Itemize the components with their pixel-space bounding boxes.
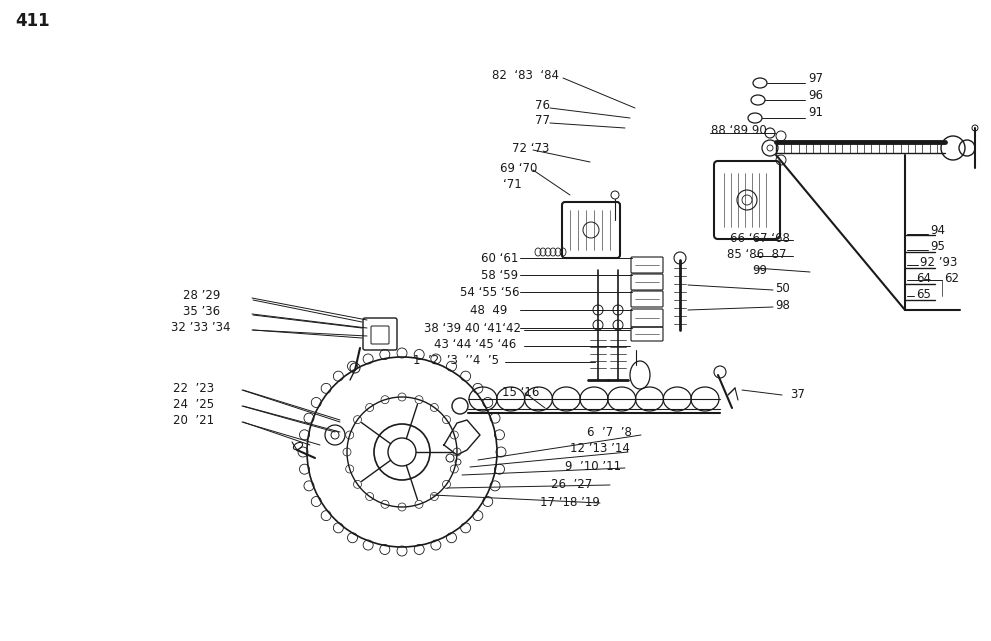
Text: 54 ‘55 ‘56: 54 ‘55 ‘56 (460, 285, 519, 299)
Text: 95: 95 (930, 240, 944, 253)
Text: 22  ’23: 22 ’23 (173, 381, 214, 394)
Text: 69 ‘70: 69 ‘70 (500, 162, 537, 174)
Text: 99: 99 (752, 263, 767, 276)
Text: 12 ’13 ’14: 12 ’13 ’14 (570, 442, 630, 456)
Text: 1  ’2  ’3  ’’4  ’5: 1 ’2 ’3 ’’4 ’5 (413, 353, 499, 367)
Text: 17 ’18 ’19: 17 ’18 ’19 (540, 495, 600, 508)
Text: 88 ‘89 90: 88 ‘89 90 (711, 124, 767, 137)
Text: 62: 62 (944, 272, 959, 285)
Text: 37: 37 (790, 388, 805, 401)
Text: 76: 76 (535, 99, 550, 112)
Text: 48  49: 48 49 (470, 303, 507, 317)
Text: 60 ‘61: 60 ‘61 (481, 251, 518, 265)
Text: 24  ’25: 24 ’25 (173, 397, 214, 410)
Text: 96: 96 (808, 88, 823, 101)
Text: 32 ’33 ’34: 32 ’33 ’34 (171, 320, 231, 333)
Text: 43 ‘44 ‘45 ‘46: 43 ‘44 ‘45 ‘46 (434, 338, 516, 351)
Text: 35 ’36: 35 ’36 (183, 304, 220, 317)
Text: 6  ’7  ’8: 6 ’7 ’8 (587, 426, 632, 438)
Text: 38 ‘39 40 ‘41‘42: 38 ‘39 40 ‘41‘42 (424, 322, 521, 335)
Text: 91: 91 (808, 106, 823, 119)
Text: 65: 65 (916, 288, 931, 301)
Text: 85 ‘86  87: 85 ‘86 87 (727, 247, 787, 260)
Text: 28 ’29: 28 ’29 (183, 288, 220, 301)
Text: 97: 97 (808, 72, 823, 85)
Text: 72 ‘73: 72 ‘73 (512, 142, 549, 154)
Text: ‘71: ‘71 (503, 178, 521, 190)
Text: 66 ‘67 ‘68: 66 ‘67 ‘68 (730, 231, 790, 244)
Text: 58 ‘59: 58 ‘59 (481, 269, 518, 281)
Text: 94: 94 (930, 224, 945, 237)
Text: 9  ’10 ’11: 9 ’10 ’11 (565, 460, 621, 472)
Text: 50: 50 (775, 281, 790, 294)
Text: 411: 411 (15, 12, 50, 30)
Text: 77: 77 (535, 113, 550, 126)
Text: 98: 98 (775, 299, 790, 312)
Text: 20  ’21: 20 ’21 (173, 413, 214, 426)
Text: 26  ’27: 26 ’27 (551, 478, 593, 490)
Text: 64: 64 (916, 272, 931, 285)
Text: 82  ‘83  ‘84: 82 ‘83 ‘84 (492, 69, 559, 81)
Text: 15 ‘16: 15 ‘16 (502, 385, 539, 399)
Text: 92 ’93: 92 ’93 (920, 256, 957, 269)
